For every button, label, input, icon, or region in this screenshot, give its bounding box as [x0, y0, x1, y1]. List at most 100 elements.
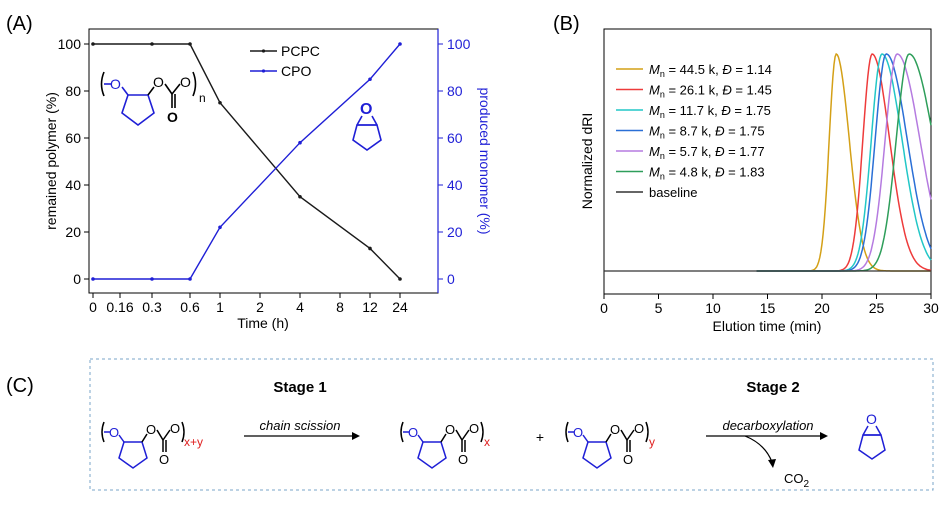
b-legend-entry: Mn = 4.8 k, Đ = 1.83	[649, 165, 765, 182]
co2-label: CO2	[784, 471, 810, 490]
a-point-pcpc	[188, 42, 192, 46]
svg-text:O: O	[153, 74, 164, 90]
a-x-tick-label: 1	[216, 299, 224, 315]
b-legend-entry: Mn = 11.7 k, Đ = 1.75	[649, 103, 771, 120]
a-x-tick-label: 0.6	[180, 299, 200, 315]
subscript-x: x	[484, 435, 490, 449]
a-left-tick-label: 40	[65, 177, 81, 193]
a-point-cpo	[91, 277, 95, 281]
stage2-label: Stage 2	[746, 379, 799, 396]
chart-a-y-label: remained polymer (%)	[43, 92, 59, 230]
svg-text:O: O	[573, 425, 583, 440]
svg-text:O: O	[610, 422, 620, 437]
chart-a-frame	[88, 28, 439, 294]
chart-a-left-ticks: 0 20 40 60 80 100	[58, 36, 89, 287]
a-x-tick-label: 8	[336, 299, 344, 315]
legend-cpo: CPO	[281, 63, 311, 79]
a-series-line-cpo	[93, 43, 401, 280]
svg-text:O: O	[445, 422, 455, 437]
a-right-tick-label: 20	[447, 224, 463, 240]
b-x-tick-label: 15	[760, 300, 776, 316]
a-point-cpo	[218, 225, 222, 230]
svg-text:O: O	[159, 452, 169, 467]
a-x-tick-label: 12	[362, 299, 378, 315]
b-legend-entry: Mn = 8.7 k, Đ = 1.75	[649, 124, 765, 141]
a-left-tick-label: 80	[65, 83, 81, 99]
arrow1-label: chain scission	[260, 418, 341, 433]
svg-text:O: O	[110, 76, 121, 92]
a-point-pcpc	[91, 42, 95, 46]
a-series-line-pcpc	[93, 43, 401, 280]
scheme-frame	[89, 358, 934, 491]
svg-text:O: O	[634, 421, 644, 436]
a-x-tick-label: 0	[89, 299, 97, 315]
a-right-tick-label: 40	[447, 177, 463, 193]
panel-label-c: (C)	[6, 375, 34, 397]
a-left-tick-label: 20	[65, 224, 81, 240]
a-right-tick-label: 60	[447, 130, 463, 146]
b-x-tick-label: 25	[869, 300, 885, 316]
chart-a-x-label: Time (h)	[237, 315, 289, 331]
svg-text:O: O	[167, 109, 178, 125]
a-point-pcpc	[368, 246, 372, 251]
a-right-tick-label: 100	[447, 36, 471, 52]
epoxide-product-icon: O	[858, 411, 886, 460]
chart-a-right-y-label: produced monomer (%)	[477, 87, 493, 234]
chart-a-right-ticks: 0 20 40 60 80 100	[438, 36, 471, 287]
a-left-tick-label: 0	[73, 271, 81, 287]
a-x-tick-label: 0.16	[106, 299, 133, 315]
panel-label-b: (B)	[553, 13, 580, 35]
a-x-tick-label: 2	[256, 299, 264, 315]
chart-b-x-ticks: 0 5 10 15 20 25 30	[600, 294, 939, 316]
repeat-unit-label: n	[199, 91, 206, 105]
chart-b-legend: Mn = 44.5 k, Đ = 1.14 Mn = 26.1 k, Đ = 1.…	[616, 62, 772, 200]
a-point-cpo	[188, 277, 192, 281]
stage1-label: Stage 1	[273, 379, 326, 396]
a-point-pcpc	[398, 277, 402, 281]
chart-a-x-ticks: 0 0.16 0.3 0.6 1 2 4 8 12 24	[89, 293, 408, 315]
a-point-cpo	[398, 42, 402, 46]
polymer-unit-3: O O O O	[565, 421, 649, 469]
svg-text:O: O	[408, 425, 418, 440]
a-left-tick-label: 100	[58, 36, 82, 52]
b-x-tick-label: 5	[655, 300, 663, 316]
a-point-pcpc	[218, 100, 222, 105]
svg-text:O: O	[146, 422, 156, 437]
a-x-tick-label: 24	[392, 299, 408, 315]
a-right-tick-label: 80	[447, 83, 463, 99]
chart-b-x-label: Elution time (min)	[713, 318, 822, 334]
b-legend-entry: Mn = 5.7 k, Đ = 1.77	[649, 144, 765, 161]
svg-text:O: O	[866, 411, 877, 427]
subscript-xy: x+y	[184, 435, 203, 449]
panel-label-a: (A)	[6, 13, 33, 35]
co2-release-arrow	[744, 435, 773, 463]
svg-text:O: O	[469, 421, 479, 436]
b-x-tick-label: 30	[923, 300, 939, 316]
chart-a-legend: PCPC CPO	[250, 43, 320, 79]
b-legend-entry: baseline	[649, 185, 697, 200]
polymer-unit-2: O O O O	[400, 421, 484, 469]
a-point-pcpc	[150, 42, 154, 46]
svg-text:O: O	[458, 452, 468, 467]
chart-b-y-label: Normalized dRI	[579, 113, 595, 209]
a-point-pcpc	[298, 194, 302, 199]
a-left-tick-label: 60	[65, 130, 81, 146]
a-x-tick-label: 4	[296, 299, 304, 315]
b-x-tick-label: 10	[705, 300, 721, 316]
a-right-tick-label: 0	[447, 271, 455, 287]
svg-text:O: O	[623, 452, 633, 467]
svg-text:O: O	[180, 74, 191, 90]
a-point-cpo	[298, 140, 302, 145]
polymer-unit-1: O O O O	[101, 421, 185, 469]
scheme-c: Stage 1 Stage 2 O O O O x+y chain scissi…	[89, 358, 934, 491]
svg-text:O: O	[109, 425, 119, 440]
chart-b-series	[604, 52, 932, 272]
b-x-tick-label: 20	[814, 300, 830, 316]
a-point-cpo	[368, 77, 372, 82]
arrow2-label: decarboxylation	[722, 418, 813, 433]
svg-text:O: O	[170, 421, 180, 436]
pcpc-structure-icon: O O O O n	[100, 71, 206, 126]
svg-text:O: O	[360, 101, 372, 118]
a-point-cpo	[150, 277, 154, 281]
